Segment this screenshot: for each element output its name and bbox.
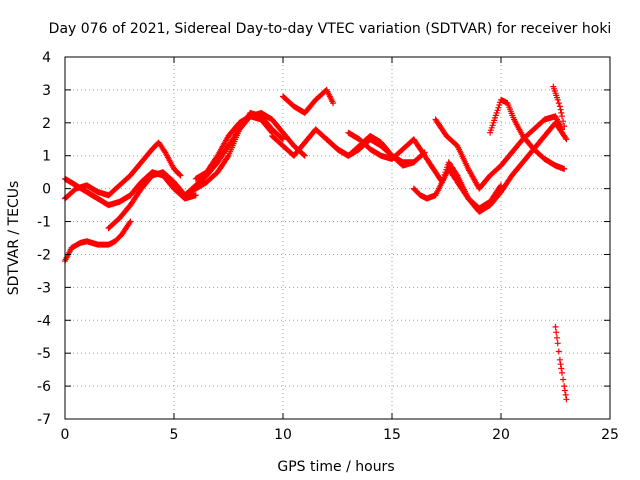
x-tick-label: 15: [383, 427, 401, 443]
x-tick-label: 20: [492, 427, 510, 443]
data-point-markers: [62, 139, 184, 202]
series-sat-h: [269, 126, 417, 169]
series-sat-n: [550, 83, 568, 130]
data-point-markers: [62, 218, 134, 264]
grid-lines: [65, 57, 610, 419]
y-tick-label: 2: [42, 116, 51, 132]
x-tick-label: 5: [170, 427, 179, 443]
data-point-markers: [487, 96, 568, 172]
data-point-markers: [269, 126, 417, 169]
series-sat-l: [432, 113, 565, 192]
data-point-markers: [323, 133, 428, 166]
data-point-markers: [550, 83, 568, 130]
plot-frame: [64, 56, 611, 420]
x-tick-label: 10: [274, 427, 292, 443]
y-tick-label: 3: [42, 83, 51, 99]
axis-ticks: 0 5 10 15 20 25 -7 -6 -5 -4 -3 -2 -1 0 1 2 3 4: [37, 50, 619, 443]
series-sat-b: [62, 218, 134, 264]
data-markers: [62, 83, 570, 403]
y-tick-label: -3: [37, 280, 51, 296]
series-sat-f: [192, 113, 276, 182]
y-tick-label: -5: [37, 346, 51, 362]
series-sat-o: [552, 323, 570, 403]
chart-title: Day 076 of 2021, Sidereal Day-to-day VTE…: [49, 21, 612, 37]
y-tick-label: 0: [42, 182, 51, 198]
data-point-markers: [280, 86, 337, 116]
y-tick-label: -2: [37, 247, 51, 263]
x-axis-label: GPS time / hours: [277, 459, 394, 475]
y-tick-label: -4: [37, 313, 51, 329]
series-sat-m: [487, 96, 568, 172]
data-point-markers: [432, 113, 565, 192]
data-point-markers: [552, 323, 570, 403]
x-tick-label: 25: [601, 427, 619, 443]
data-point-markers: [192, 113, 276, 182]
x-tick-label: 0: [61, 427, 70, 443]
series-sat-i: [323, 133, 428, 166]
y-axis-label: SDTVAR / TECUs: [6, 181, 22, 296]
y-tick-label: -1: [37, 215, 51, 231]
y-tick-label: -7: [37, 412, 51, 428]
series-sat-a: [62, 139, 184, 202]
series-sat-g: [280, 86, 337, 116]
y-tick-label: -6: [37, 379, 51, 395]
y-tick-label: 4: [42, 50, 51, 66]
y-tick-label: 1: [42, 149, 51, 165]
